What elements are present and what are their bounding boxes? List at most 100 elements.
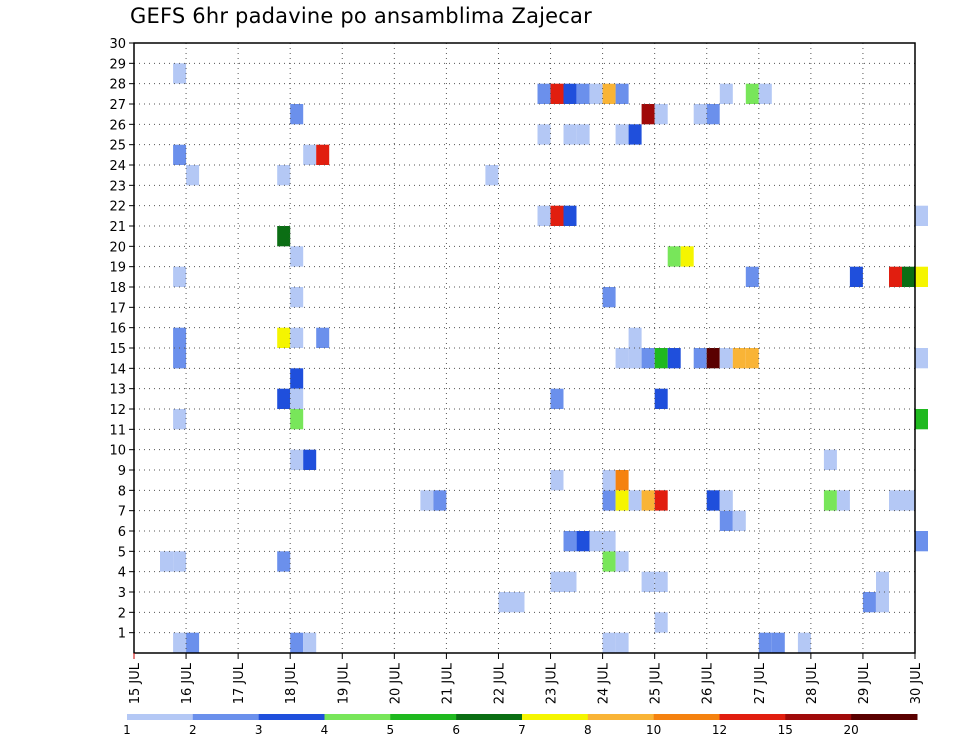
legend-swatch bbox=[587, 714, 655, 720]
precip-cell bbox=[823, 490, 837, 511]
precip-cell bbox=[433, 490, 447, 511]
x-tick-label: 25 JUL bbox=[649, 662, 664, 704]
legend-swatch bbox=[127, 714, 194, 720]
precip-cell bbox=[290, 388, 304, 409]
precip-cell bbox=[641, 104, 655, 125]
y-tick-label: 26 bbox=[109, 118, 126, 133]
precip-cell bbox=[550, 205, 564, 226]
legend-swatch bbox=[785, 714, 852, 720]
precip-cell bbox=[277, 388, 291, 409]
precip-cell bbox=[876, 592, 889, 613]
x-tick-label: 20 JUL bbox=[388, 662, 403, 704]
legend-swatch bbox=[324, 714, 391, 720]
legend-swatch bbox=[522, 714, 589, 720]
precip-cell bbox=[420, 490, 434, 511]
precip-cell bbox=[654, 348, 668, 369]
precip-cell bbox=[915, 266, 928, 287]
y-tick-label: 7 bbox=[118, 505, 126, 520]
precip-cell bbox=[602, 531, 616, 552]
y-tick-label: 19 bbox=[109, 261, 126, 276]
precip-cell bbox=[602, 632, 616, 653]
precip-cell bbox=[758, 83, 772, 104]
y-tick-label: 23 bbox=[109, 179, 126, 194]
legend-label: 15 bbox=[778, 723, 793, 737]
precip-cell bbox=[732, 348, 746, 369]
precip-cell bbox=[576, 531, 590, 552]
precip-cell bbox=[615, 124, 629, 145]
precip-cell bbox=[823, 449, 837, 470]
x-tick-label: 24 JUL bbox=[597, 662, 612, 704]
precip-cell bbox=[550, 571, 564, 592]
x-tick-label: 26 JUL bbox=[701, 662, 716, 704]
precip-cell bbox=[563, 205, 577, 226]
precip-cell bbox=[602, 490, 616, 511]
legend-swatch bbox=[456, 714, 523, 720]
precip-cell bbox=[654, 388, 668, 409]
precip-cell bbox=[706, 490, 720, 511]
y-tick-label: 1 bbox=[118, 627, 126, 642]
legend-label: 5 bbox=[386, 723, 394, 737]
precip-cell bbox=[290, 368, 304, 389]
precip-cell bbox=[641, 348, 655, 369]
precip-cell bbox=[706, 348, 720, 369]
legend-label: 20 bbox=[844, 723, 859, 737]
y-tick-label: 30 bbox=[109, 37, 126, 52]
precip-cell bbox=[537, 124, 551, 145]
x-tick-label: 17 JUL bbox=[232, 662, 247, 704]
precip-cell bbox=[641, 571, 655, 592]
y-tick-label: 22 bbox=[109, 200, 126, 215]
legend-swatch bbox=[192, 714, 260, 720]
precip-cell bbox=[290, 409, 304, 430]
precip-cell bbox=[615, 551, 629, 572]
y-tick-label: 14 bbox=[109, 362, 126, 377]
precip-cell bbox=[290, 246, 304, 267]
precip-cell bbox=[654, 104, 668, 125]
y-tick-label: 28 bbox=[109, 78, 126, 93]
precip-cell bbox=[290, 287, 304, 308]
x-tick-label: 16 JUL bbox=[180, 662, 195, 704]
precip-cell bbox=[160, 551, 173, 572]
precip-cell bbox=[667, 348, 681, 369]
precip-cell bbox=[537, 83, 551, 104]
precip-cell bbox=[186, 165, 200, 186]
precip-cell bbox=[693, 348, 707, 369]
precip-cell bbox=[316, 144, 330, 165]
y-tick-label: 11 bbox=[109, 423, 126, 438]
precip-cell bbox=[602, 83, 616, 104]
precip-cell bbox=[303, 144, 317, 165]
y-tick-label: 27 bbox=[109, 98, 126, 113]
precip-cell bbox=[758, 632, 772, 653]
precip-cell bbox=[615, 348, 629, 369]
y-tick-label: 9 bbox=[118, 464, 126, 479]
precip-cell bbox=[641, 490, 655, 511]
precip-cell bbox=[602, 470, 616, 491]
legend-label: 2 bbox=[189, 723, 197, 737]
precip-cell bbox=[589, 83, 603, 104]
y-tick-label: 24 bbox=[109, 159, 126, 174]
legend-swatch bbox=[719, 714, 786, 720]
y-tick-label: 12 bbox=[109, 403, 126, 418]
y-tick-label: 2 bbox=[118, 606, 126, 621]
legend-label: 4 bbox=[321, 723, 329, 737]
precip-cell bbox=[915, 348, 928, 369]
precip-cell bbox=[563, 124, 577, 145]
precip-cell bbox=[173, 144, 187, 165]
precip-cell bbox=[654, 612, 668, 633]
x-tick-label: 27 JUL bbox=[753, 662, 768, 704]
precip-cell bbox=[173, 409, 187, 430]
precip-cell bbox=[902, 266, 915, 287]
precip-cell bbox=[550, 470, 564, 491]
precip-cell bbox=[628, 490, 642, 511]
precip-cell bbox=[316, 327, 330, 348]
legend-swatch bbox=[851, 714, 918, 720]
y-tick-label: 5 bbox=[118, 545, 126, 560]
precip-cell bbox=[563, 571, 577, 592]
precip-cell bbox=[615, 470, 629, 491]
precip-cell bbox=[745, 348, 759, 369]
precip-cell bbox=[849, 266, 863, 287]
legend-label: 12 bbox=[712, 723, 727, 737]
y-tick-label: 17 bbox=[109, 301, 126, 316]
precip-cell bbox=[186, 632, 200, 653]
y-tick-label: 21 bbox=[109, 220, 126, 235]
